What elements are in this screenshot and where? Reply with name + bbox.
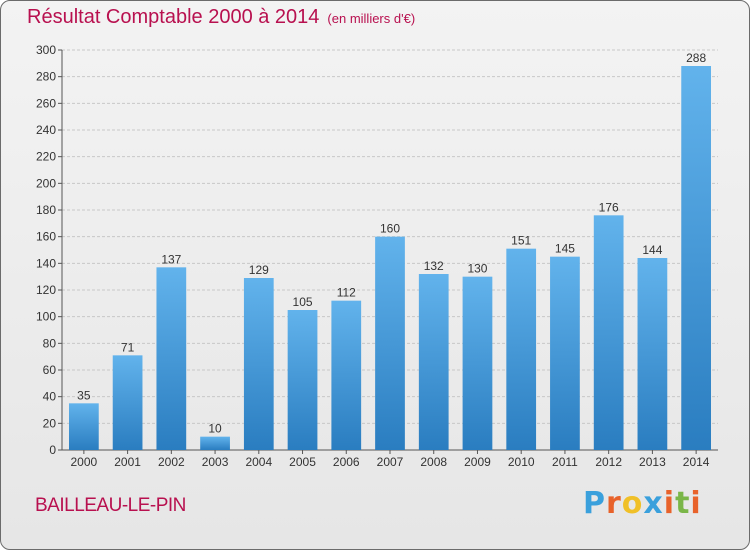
bar: [681, 66, 712, 450]
data-label: 105: [293, 295, 313, 309]
bar: [375, 236, 405, 450]
y-tick-label: 40: [43, 390, 57, 404]
bar: [637, 258, 668, 450]
y-tick-label: 20: [43, 416, 57, 430]
bar: [200, 436, 230, 450]
logo-letter: o: [621, 486, 644, 521]
data-label: 35: [77, 388, 91, 402]
x-tick-label: 2012: [595, 455, 622, 469]
logo-letter: r: [606, 486, 622, 521]
bars: [68, 66, 712, 450]
y-tick-label: 260: [36, 96, 56, 110]
data-label: 288: [686, 51, 706, 65]
x-tick-label: 2011: [552, 455, 578, 469]
bar: [156, 267, 187, 450]
data-label: 10: [208, 422, 222, 436]
logo-letter: x: [643, 486, 664, 521]
y-tick-label: 140: [36, 256, 56, 270]
bar: [331, 300, 362, 450]
data-label: 71: [121, 340, 135, 354]
y-tick-label: 0: [49, 443, 56, 457]
x-tick-label: 2004: [245, 455, 272, 469]
data-label: 130: [467, 262, 487, 276]
data-label: 176: [599, 200, 619, 214]
proxiti-logo[interactable]: Proxiti: [583, 486, 702, 521]
x-tick-label: 2008: [420, 455, 447, 469]
logo-letter: P: [583, 486, 606, 521]
bar: [287, 310, 318, 450]
x-tick-label: 2009: [464, 455, 491, 469]
y-tick-label: 200: [36, 176, 56, 190]
chart-subtitle: (en milliers d'€): [327, 11, 416, 26]
data-label: 129: [249, 263, 269, 277]
bar: [112, 355, 143, 450]
data-label: 137: [161, 252, 181, 266]
x-tick-label: 2014: [683, 455, 710, 469]
bar: [418, 274, 449, 450]
y-tick-label: 100: [36, 310, 56, 324]
logo-letter: i: [663, 486, 676, 521]
y-tick-label: 120: [36, 283, 56, 297]
chart-title: Résultat Comptable 2000 à 2014 (en millie…: [27, 6, 415, 29]
y-tick-label: 240: [36, 123, 56, 137]
bar: [506, 248, 537, 450]
bar: [550, 256, 580, 450]
bar: [462, 276, 493, 450]
x-tick-label: 2000: [71, 455, 98, 469]
y-tick-label: 180: [36, 203, 56, 217]
x-tick-label: 2013: [639, 455, 666, 469]
x-tick-label: 2003: [202, 455, 229, 469]
data-label: 151: [511, 234, 531, 248]
x-tick-label: 2010: [508, 455, 535, 469]
data-label: 144: [642, 243, 662, 257]
x-tick-label: 2002: [158, 455, 185, 469]
y-tick-label: 60: [43, 363, 57, 377]
logo-letter: t: [675, 486, 691, 521]
data-label: 160: [380, 222, 400, 236]
data-label: 145: [555, 242, 575, 256]
labels: 0 20 40 60 80 100 120 140 160 180 200 220 240 260 280 3…: [36, 43, 710, 469]
x-tick-label: 2006: [333, 455, 360, 469]
bar: [243, 278, 274, 450]
x-tick-label: 2007: [377, 455, 404, 469]
y-tick-label: 280: [36, 70, 56, 84]
y-tick-label: 80: [43, 336, 57, 350]
y-tick-label: 300: [36, 43, 56, 57]
commune-name: BAILLEAU-LE-PIN: [35, 495, 186, 516]
y-tick-label: 220: [36, 150, 56, 164]
chart-title-text: Résultat Comptable 2000 à 2014: [27, 6, 320, 28]
bar: [68, 403, 99, 450]
bar: [593, 215, 624, 450]
y-tick-label: 160: [36, 230, 56, 244]
logo-letter: i: [690, 486, 702, 521]
x-tick-label: 2001: [114, 455, 141, 469]
x-tick-label: 2005: [289, 455, 316, 469]
data-label: 132: [424, 259, 444, 273]
data-label: 112: [337, 286, 356, 300]
